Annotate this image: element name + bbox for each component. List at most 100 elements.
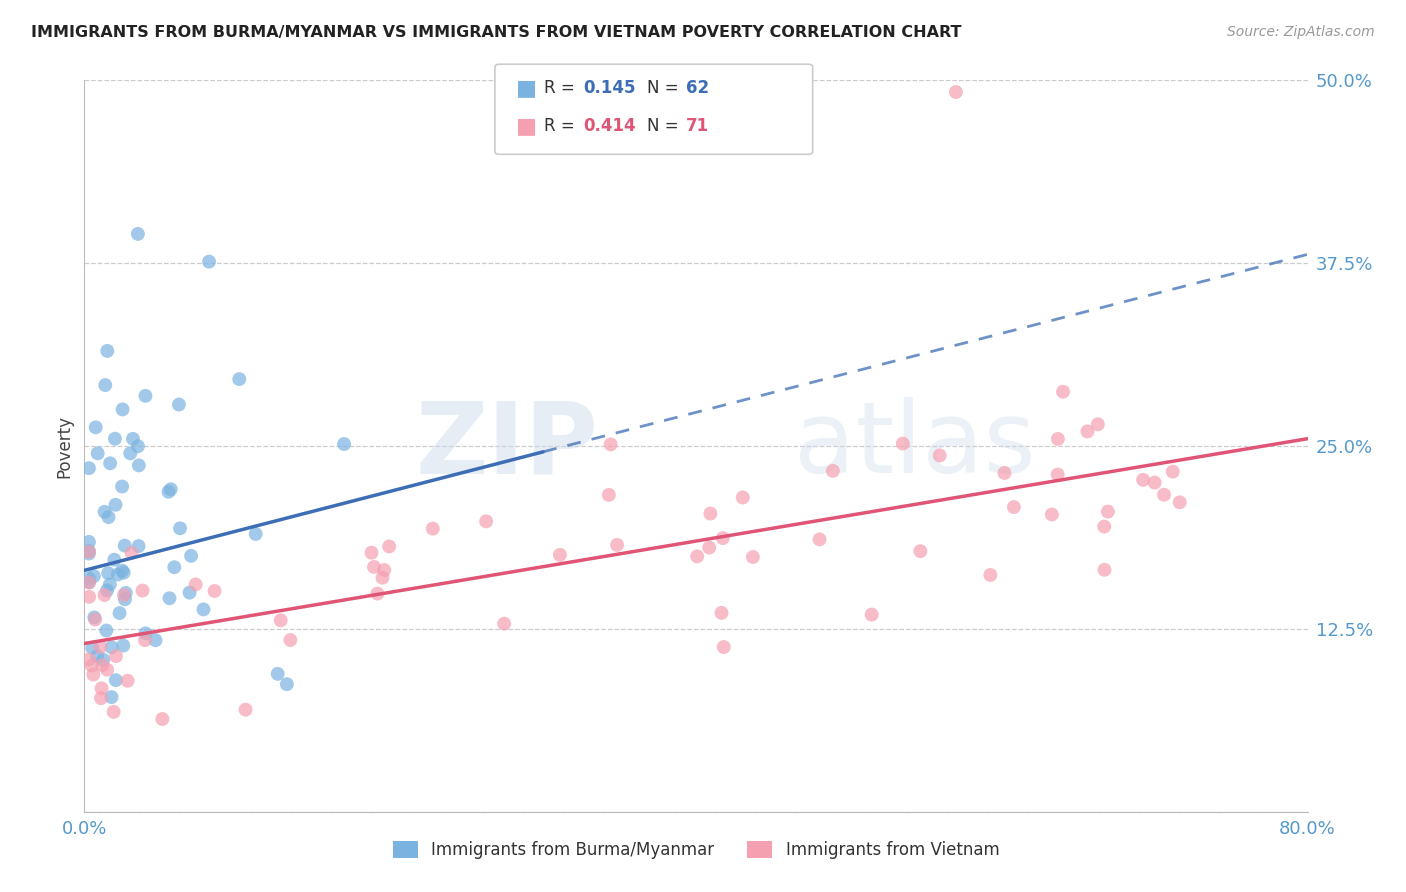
Point: [98, 456, 121, 470]
Point: [1076, 425, 1098, 439]
Point: [84, 613, 107, 627]
Point: [157, 484, 180, 499]
Point: [686, 549, 709, 564]
Point: [103, 705, 125, 719]
Point: [422, 522, 444, 536]
Point: [127, 227, 149, 241]
Point: [710, 606, 733, 620]
Point: [134, 389, 156, 403]
Text: 62: 62: [686, 79, 709, 97]
Point: [100, 640, 122, 655]
Point: [266, 666, 288, 681]
Point: [93, 505, 115, 519]
Point: [104, 432, 127, 446]
Point: [93, 588, 115, 602]
Point: [97, 510, 120, 524]
Text: N =: N =: [647, 117, 683, 135]
Point: [77, 571, 100, 585]
Point: [89, 640, 111, 654]
Point: [90, 691, 112, 706]
Point: [163, 560, 186, 574]
Point: [606, 538, 628, 552]
Point: [82, 640, 104, 655]
Point: [91, 653, 114, 667]
Y-axis label: Poverty: Poverty: [55, 415, 73, 477]
Point: [83, 569, 105, 583]
Point: [1002, 500, 1025, 514]
Point: [366, 587, 388, 601]
Point: [808, 533, 831, 547]
Point: [1153, 488, 1175, 502]
Point: [713, 640, 735, 654]
Point: [96, 663, 118, 677]
Point: [697, 541, 720, 555]
Point: [1094, 563, 1116, 577]
Point: [371, 571, 394, 585]
Point: [105, 649, 128, 664]
Point: [96, 583, 118, 598]
Point: [131, 583, 153, 598]
Point: [117, 673, 139, 688]
Point: [1040, 508, 1063, 522]
Point: [198, 254, 221, 268]
Text: ■: ■: [516, 116, 537, 136]
Text: N =: N =: [647, 79, 683, 97]
Point: [360, 546, 382, 560]
Text: 0.414: 0.414: [583, 117, 636, 135]
Point: [135, 626, 157, 640]
Point: [91, 658, 114, 673]
Point: [910, 544, 932, 558]
Point: [270, 613, 292, 627]
Point: [699, 507, 721, 521]
Point: [150, 712, 173, 726]
Point: [104, 498, 127, 512]
Point: [84, 420, 107, 434]
Point: [276, 677, 298, 691]
Point: [373, 563, 395, 577]
Point: [82, 667, 104, 681]
Text: R =: R =: [544, 117, 581, 135]
Point: [121, 546, 143, 560]
Point: [120, 446, 142, 460]
Point: [333, 437, 356, 451]
Point: [98, 577, 121, 591]
Point: [235, 703, 257, 717]
Point: [741, 549, 763, 564]
Point: [114, 586, 136, 600]
Point: [363, 560, 385, 574]
Point: [77, 545, 100, 559]
Point: [77, 544, 100, 558]
Point: [86, 649, 108, 664]
Point: [1092, 519, 1115, 533]
Point: [127, 439, 149, 453]
Point: [1161, 465, 1184, 479]
Point: [1046, 467, 1069, 482]
Point: [103, 552, 125, 566]
Point: [598, 488, 620, 502]
Point: [112, 588, 135, 602]
Text: R =: R =: [544, 79, 581, 97]
Legend: Immigrants from Burma/Myanmar, Immigrants from Vietnam: Immigrants from Burma/Myanmar, Immigrant…: [385, 834, 1007, 865]
Point: [77, 590, 100, 604]
Point: [107, 567, 129, 582]
Point: [1097, 505, 1119, 519]
Point: [180, 549, 202, 563]
Point: [145, 633, 167, 648]
Point: [77, 534, 100, 549]
Point: [128, 539, 150, 553]
Point: [104, 673, 127, 688]
Point: [96, 343, 118, 358]
Point: [114, 539, 136, 553]
Text: 0.145: 0.145: [583, 79, 636, 97]
Point: [108, 606, 131, 620]
Point: [96, 624, 118, 638]
Point: [184, 577, 207, 591]
Point: [134, 633, 156, 648]
Point: [111, 479, 134, 493]
Point: [159, 483, 181, 497]
Point: [711, 531, 734, 545]
Point: [548, 548, 571, 562]
Point: [128, 458, 150, 473]
Point: [114, 592, 136, 607]
Point: [891, 436, 914, 450]
